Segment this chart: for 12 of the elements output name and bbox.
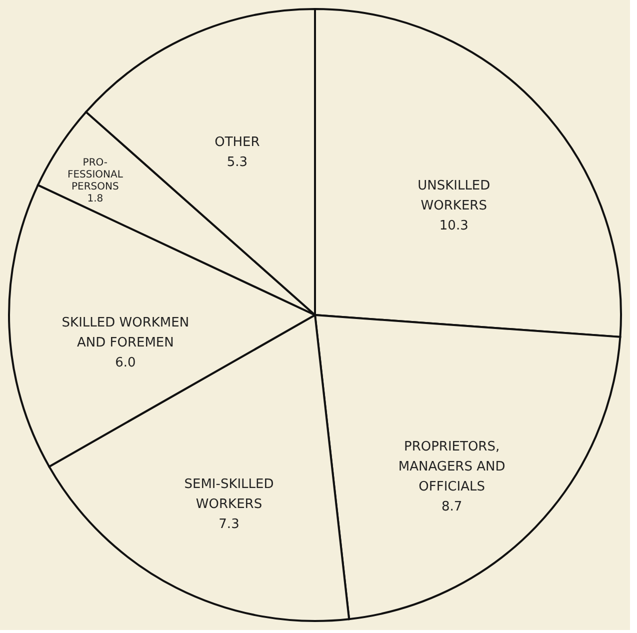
data-label: 10.3 <box>439 218 468 234</box>
data-label: 8.7 <box>441 499 462 514</box>
data-label: 6.0 <box>115 356 136 371</box>
slice-label: PROPRIETORS, MANAGERS AND OFFICIALS <box>398 439 506 494</box>
slice-label: SKILLED WORKMEN AND FOREMEN <box>62 316 190 351</box>
data-label: 7.3 <box>218 517 240 532</box>
data-label: 5.3 <box>226 154 248 170</box>
slice-label: OTHER <box>214 134 260 150</box>
data-label: 1.8 <box>87 193 104 204</box>
slice-label: UNSKILLED WORKERS <box>418 178 490 214</box>
slice-label: PRO- FESSIONAL PERSONS <box>67 157 124 192</box>
slice-label: SEMI-SKILLED WORKERS <box>184 477 274 512</box>
